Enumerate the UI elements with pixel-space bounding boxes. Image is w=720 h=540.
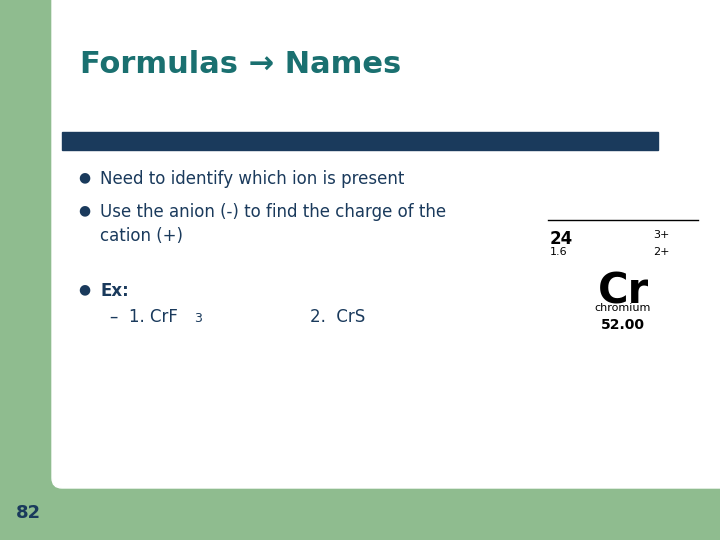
- Text: 52.00: 52.00: [601, 318, 645, 332]
- Text: ●: ●: [78, 203, 90, 217]
- Text: Ex:: Ex:: [100, 282, 129, 300]
- Bar: [62, 132, 658, 150]
- Text: Need to identify which ion is present: Need to identify which ion is present: [100, 170, 405, 188]
- Text: 2+: 2+: [653, 247, 670, 257]
- Text: Use the anion (-) to find the charge of the: Use the anion (-) to find the charge of …: [100, 203, 446, 221]
- Text: 82: 82: [16, 504, 41, 522]
- Text: Cr: Cr: [598, 270, 649, 312]
- Text: ●: ●: [78, 170, 90, 184]
- Text: Formulas → Names: Formulas → Names: [80, 50, 401, 79]
- Text: 3: 3: [194, 312, 202, 325]
- Text: 24: 24: [550, 230, 573, 248]
- Text: 3+: 3+: [653, 230, 670, 240]
- Text: 2.  CrS: 2. CrS: [310, 308, 365, 326]
- Text: ●: ●: [78, 282, 90, 296]
- Text: 1.6: 1.6: [550, 247, 567, 257]
- Text: chromium: chromium: [595, 303, 651, 313]
- Text: cation (+): cation (+): [100, 227, 183, 245]
- FancyBboxPatch shape: [52, 0, 720, 488]
- Text: –  1. CrF: – 1. CrF: [110, 308, 178, 326]
